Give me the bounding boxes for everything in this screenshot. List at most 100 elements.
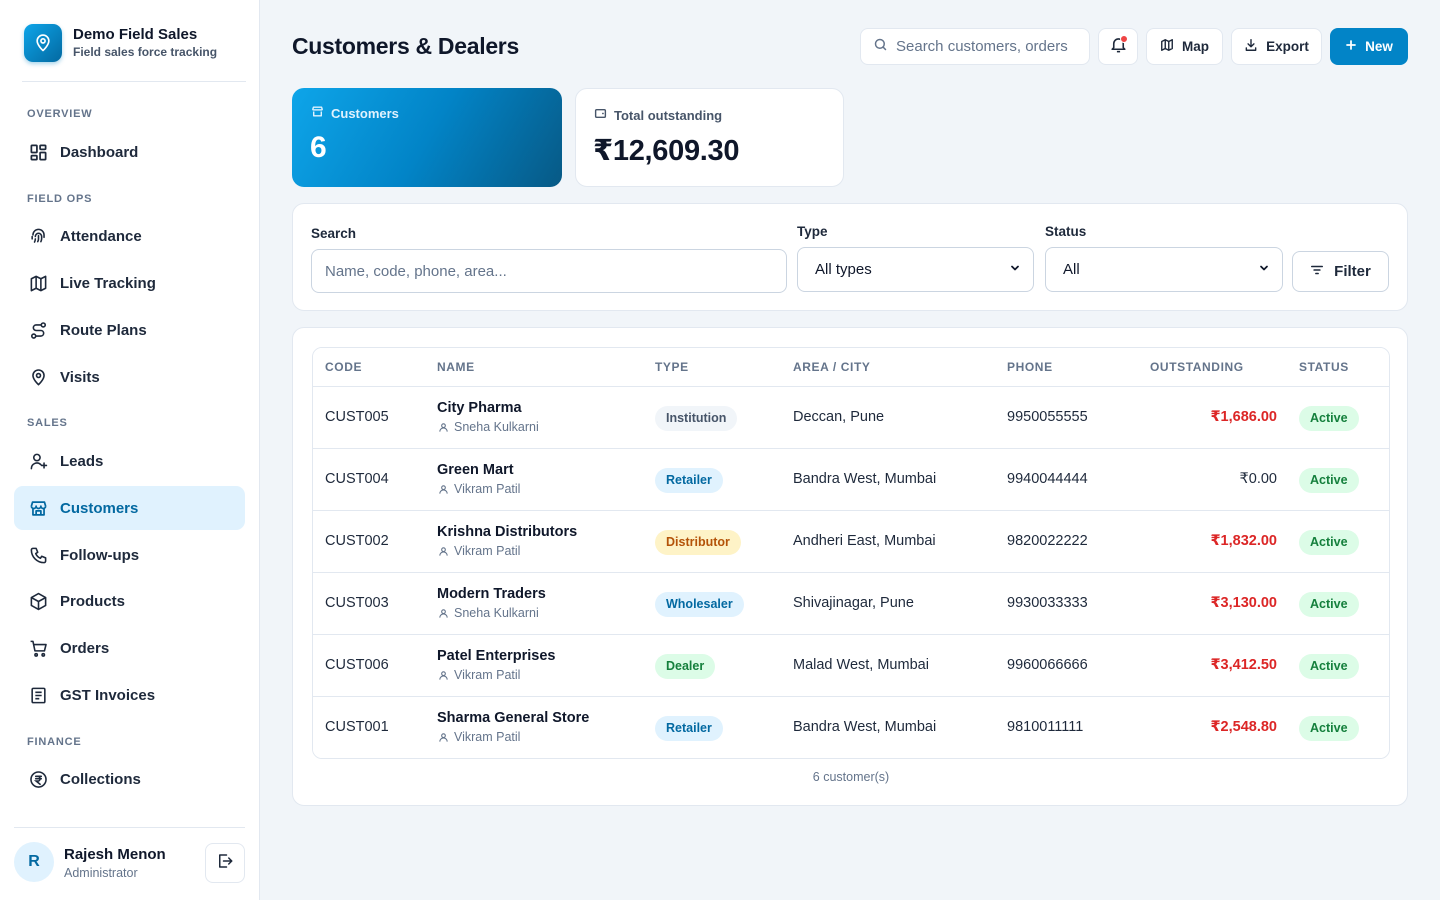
- status-badge: Active: [1299, 716, 1359, 741]
- user-profile: R Rajesh Menon Administrator: [14, 827, 245, 900]
- notification-dot: [1120, 35, 1128, 43]
- column-header-code[interactable]: CODE: [325, 360, 363, 374]
- customer-status: Active: [1299, 468, 1359, 493]
- customer-name[interactable]: City Pharma: [437, 400, 522, 416]
- sidebar-item-orders[interactable]: Orders: [14, 626, 245, 670]
- column-header-status[interactable]: STATUS: [1299, 360, 1349, 374]
- customer-name[interactable]: Sharma General Store: [437, 710, 590, 726]
- global-search-input[interactable]: [896, 38, 1076, 55]
- type-select-value: All types: [815, 261, 872, 278]
- sidebar-item-products[interactable]: Products: [14, 579, 245, 623]
- map-pin-icon: [28, 367, 48, 387]
- sidebar-item-label: Visits: [60, 368, 100, 386]
- customer-area: Bandra West, Mumbai: [793, 719, 937, 735]
- customers-stat-card: Customers 6: [292, 88, 562, 187]
- sidebar-item-live-tracking[interactable]: Live Tracking: [14, 261, 245, 305]
- customer-code: CUST006: [325, 657, 389, 673]
- outstanding-stat-value: ₹12,609.30: [593, 135, 740, 167]
- customers-table: CODE NAME TYPE AREA / CITY PHONE OUTSTAN…: [312, 347, 1390, 759]
- type-filter-label: Type: [797, 224, 828, 239]
- sidebar-item-dashboard[interactable]: Dashboard: [14, 130, 245, 174]
- customer-outstanding: ₹3,412.50: [1210, 657, 1277, 673]
- customer-status: Active: [1299, 406, 1359, 431]
- plus-icon: [1345, 39, 1357, 54]
- new-button[interactable]: New: [1330, 28, 1408, 65]
- customer-outstanding: ₹2,548.80: [1210, 719, 1277, 735]
- column-header-type[interactable]: TYPE: [655, 360, 689, 374]
- user-icon: [439, 422, 448, 432]
- user-plus-icon: [28, 451, 48, 471]
- sidebar-item-label: Orders: [60, 639, 110, 657]
- table-row[interactable]: CUST003 Modern Traders Sneha Kulkarni Wh…: [313, 573, 1389, 635]
- sidebar-item-label: Dashboard: [60, 143, 139, 161]
- outstanding-stat-label: Total outstanding: [614, 107, 723, 123]
- status-badge: Active: [1299, 406, 1359, 431]
- table-row[interactable]: CUST006 Patel Enterprises Vikram Patil D…: [313, 635, 1389, 697]
- filter-icon: [1310, 263, 1324, 281]
- customer-status: Active: [1299, 654, 1359, 679]
- table-row[interactable]: CUST002 Krishna Distributors Vikram Pati…: [313, 511, 1389, 573]
- customer-name[interactable]: Krishna Distributors: [437, 524, 578, 540]
- customer-type: Retailer: [655, 716, 723, 741]
- search-filter-input[interactable]: [311, 249, 787, 293]
- sidebar-item-collections[interactable]: Collections: [14, 757, 245, 801]
- column-header-phone[interactable]: PHONE: [1007, 360, 1053, 374]
- status-select[interactable]: All: [1045, 247, 1283, 292]
- type-select[interactable]: All types: [797, 247, 1034, 292]
- logout-button[interactable]: [205, 843, 245, 883]
- filter-button[interactable]: Filter: [1292, 251, 1389, 292]
- customer-status: Active: [1299, 716, 1359, 741]
- type-badge: Retailer: [655, 468, 723, 493]
- customer-name[interactable]: Green Mart: [437, 462, 514, 478]
- customer-area: Andheri East, Mumbai: [793, 533, 936, 549]
- customer-code: CUST005: [325, 409, 389, 425]
- outstanding-stat-header: Total outstanding: [594, 107, 722, 123]
- customer-area: Malad West, Mumbai: [793, 657, 929, 673]
- new-button-label: New: [1365, 39, 1393, 54]
- column-header-area[interactable]: AREA / CITY: [793, 360, 871, 374]
- sidebar-item-follow-ups[interactable]: Follow-ups: [14, 533, 245, 577]
- sidebar: Demo Field Sales Field sales force track…: [0, 0, 260, 900]
- customer-outstanding: ₹3,130.00: [1210, 595, 1277, 611]
- user-icon: [439, 732, 448, 742]
- location-pin-logo-icon: [24, 24, 62, 62]
- sidebar-item-customers[interactable]: Customers: [14, 486, 245, 530]
- user-icon: [439, 608, 448, 618]
- customer-type: Institution: [655, 406, 738, 431]
- table-footer-count: 6 customer(s): [812, 770, 890, 784]
- column-header-outstanding[interactable]: OUTSTANDING: [1150, 360, 1244, 374]
- customer-name[interactable]: Patel Enterprises: [437, 648, 556, 664]
- sidebar-item-route-plans[interactable]: Route Plans: [14, 308, 245, 352]
- sidebar-item-visits[interactable]: Visits: [14, 355, 245, 399]
- search-icon: [873, 37, 888, 57]
- avatar: R: [14, 842, 54, 882]
- table-header: CODE NAME TYPE AREA / CITY PHONE OUTSTAN…: [313, 348, 1389, 387]
- customer-name[interactable]: Modern Traders: [437, 586, 546, 602]
- app-tagline: Field sales force tracking: [73, 45, 218, 59]
- table-row[interactable]: CUST005 City Pharma Sneha Kulkarni Insti…: [313, 387, 1389, 449]
- map-button[interactable]: Map: [1146, 28, 1223, 65]
- nav-section-overview: OVERVIEW: [27, 108, 93, 120]
- global-search[interactable]: [860, 28, 1090, 65]
- table-row[interactable]: CUST001 Sharma General Store Vikram Pati…: [313, 697, 1389, 758]
- sidebar-item-label: Live Tracking: [60, 274, 156, 292]
- phone-icon: [28, 545, 48, 565]
- search-filter-label: Search: [311, 226, 357, 241]
- notifications-button[interactable]: [1098, 28, 1138, 65]
- customer-area: Deccan, Pune: [793, 409, 885, 425]
- column-header-name[interactable]: NAME: [437, 360, 475, 374]
- export-button[interactable]: Export: [1231, 28, 1322, 65]
- sidebar-item-label: Products: [60, 592, 126, 610]
- map-button-label: Map: [1182, 39, 1209, 54]
- customer-status: Active: [1299, 592, 1359, 617]
- sidebar-item-attendance[interactable]: Attendance: [14, 214, 245, 258]
- customer-type: Retailer: [655, 468, 723, 493]
- customer-code: CUST001: [325, 719, 389, 735]
- sidebar-item-gst-invoices[interactable]: GST Invoices: [14, 673, 245, 717]
- customer-phone: 9810011111: [1007, 719, 1084, 735]
- sidebar-item-label: Collections: [60, 770, 141, 788]
- sidebar-item-leads[interactable]: Leads: [14, 439, 245, 483]
- store-icon: [28, 498, 48, 518]
- sidebar-item-label: Attendance: [60, 227, 142, 245]
- table-row[interactable]: CUST004 Green Mart Vikram Patil Retailer…: [313, 449, 1389, 511]
